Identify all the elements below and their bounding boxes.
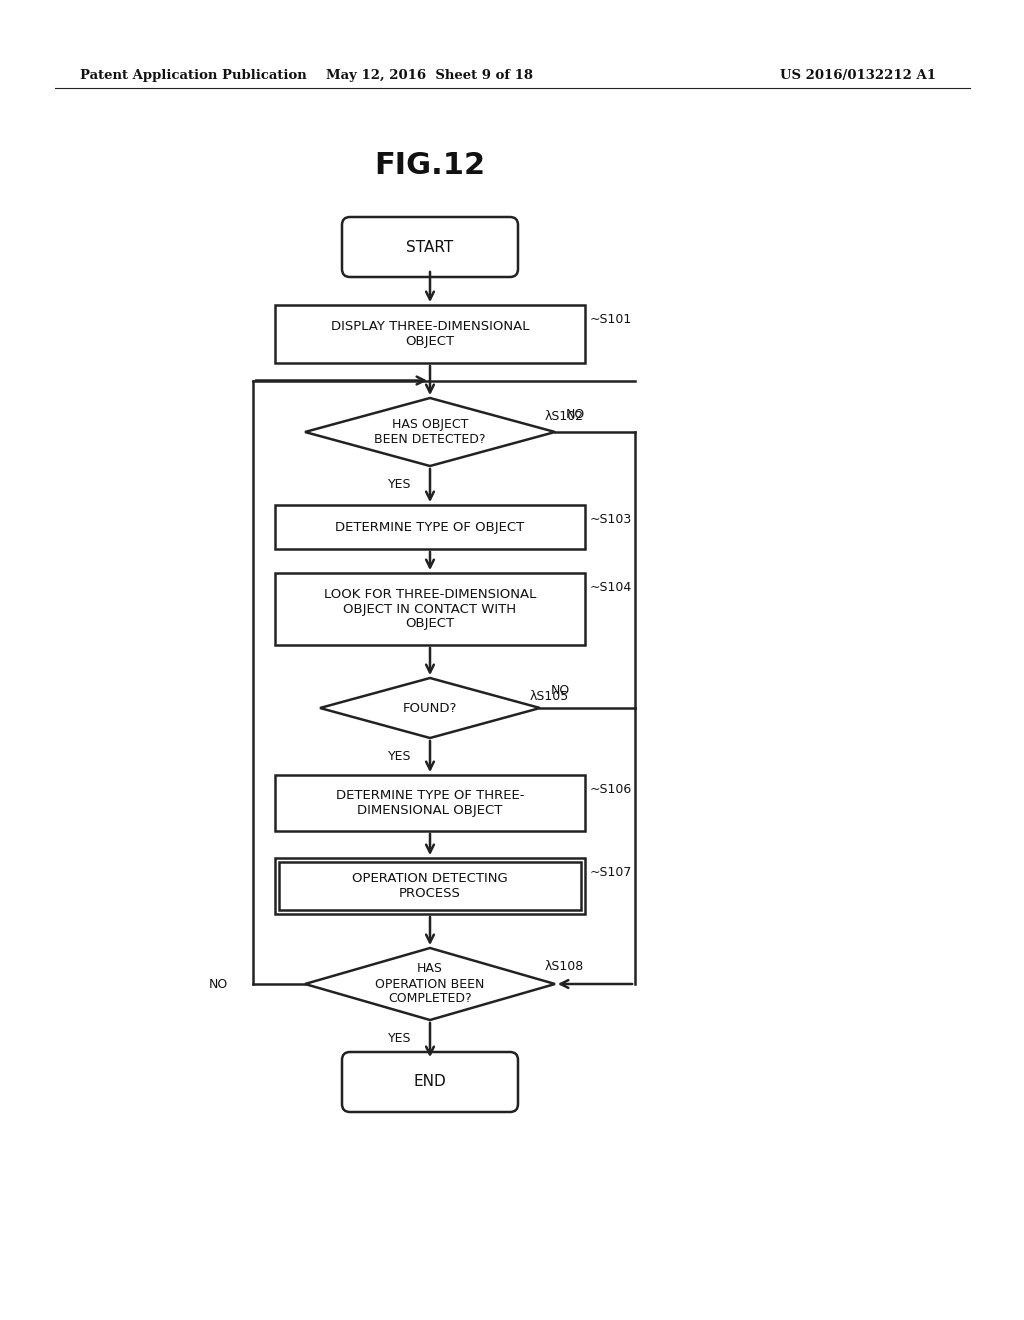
Text: λS102: λS102: [545, 411, 584, 422]
Text: LOOK FOR THREE-DIMENSIONAL
OBJECT IN CONTACT WITH
OBJECT: LOOK FOR THREE-DIMENSIONAL OBJECT IN CON…: [324, 587, 537, 631]
Text: YES: YES: [388, 750, 412, 763]
Text: DETERMINE TYPE OF THREE-
DIMENSIONAL OBJECT: DETERMINE TYPE OF THREE- DIMENSIONAL OBJ…: [336, 789, 524, 817]
Text: NO: NO: [565, 408, 585, 421]
Polygon shape: [305, 948, 555, 1020]
Bar: [279, 862, 581, 909]
Bar: [275, 305, 585, 363]
Bar: [275, 573, 585, 645]
Text: ~S104: ~S104: [590, 581, 632, 594]
Bar: [275, 775, 585, 832]
Text: λS105: λS105: [530, 690, 569, 704]
Text: May 12, 2016  Sheet 9 of 18: May 12, 2016 Sheet 9 of 18: [327, 69, 534, 82]
Text: FIG.12: FIG.12: [375, 150, 485, 180]
Text: NO: NO: [208, 978, 227, 990]
Text: HAS
OPERATION BEEN
COMPLETED?: HAS OPERATION BEEN COMPLETED?: [376, 962, 484, 1006]
Text: DETERMINE TYPE OF OBJECT: DETERMINE TYPE OF OBJECT: [336, 520, 524, 533]
Text: NO: NO: [550, 684, 569, 697]
Text: ~S106: ~S106: [590, 783, 632, 796]
Text: END: END: [414, 1074, 446, 1089]
Polygon shape: [305, 399, 555, 466]
Text: ~S107: ~S107: [590, 866, 633, 879]
Text: λS108: λS108: [545, 960, 585, 973]
Text: OPERATION DETECTING
PROCESS: OPERATION DETECTING PROCESS: [352, 873, 508, 900]
Text: ~S103: ~S103: [590, 513, 632, 525]
Bar: [275, 858, 585, 913]
Text: DISPLAY THREE-DIMENSIONAL
OBJECT: DISPLAY THREE-DIMENSIONAL OBJECT: [331, 319, 529, 348]
Text: US 2016/0132212 A1: US 2016/0132212 A1: [780, 69, 936, 82]
Text: Patent Application Publication: Patent Application Publication: [80, 69, 307, 82]
Text: YES: YES: [388, 478, 412, 491]
Text: FOUND?: FOUND?: [402, 701, 457, 714]
Bar: [275, 506, 585, 549]
Text: HAS OBJECT
BEEN DETECTED?: HAS OBJECT BEEN DETECTED?: [374, 418, 485, 446]
Text: ~S101: ~S101: [590, 313, 632, 326]
Text: START: START: [407, 239, 454, 255]
FancyBboxPatch shape: [342, 1052, 518, 1111]
Text: YES: YES: [388, 1031, 412, 1044]
Polygon shape: [319, 678, 540, 738]
FancyBboxPatch shape: [342, 216, 518, 277]
